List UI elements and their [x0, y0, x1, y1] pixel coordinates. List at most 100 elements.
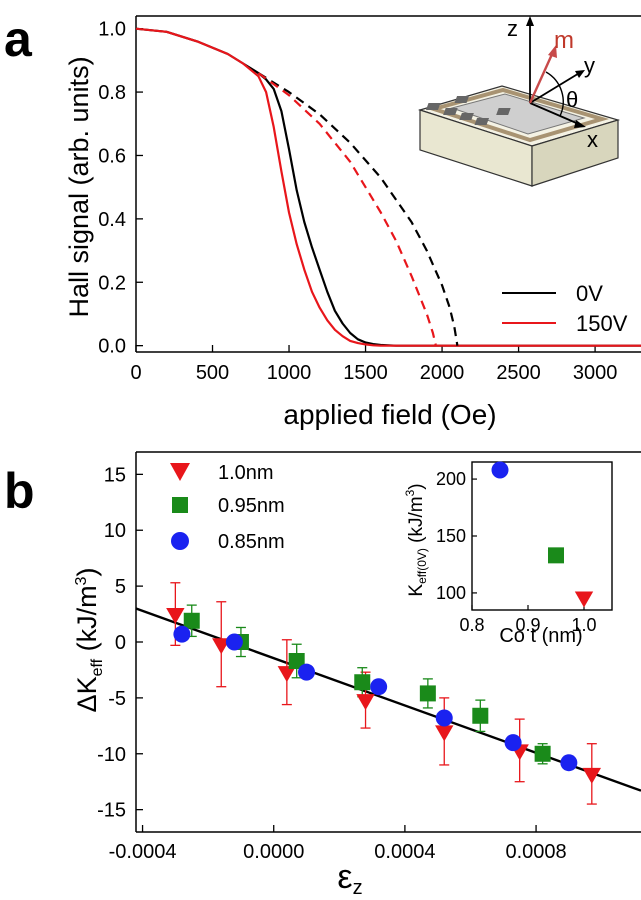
ylabel-delta-k: ΔK	[72, 676, 102, 712]
device-inset: z y x m θ	[417, 16, 621, 187]
panel-a-ytick-label-0-4: 0.4	[98, 209, 126, 231]
legend-label-0-95nm: 0.95nm	[218, 495, 285, 517]
m-arrowhead	[548, 45, 557, 58]
data-point-0-85nm	[298, 663, 316, 681]
panel-b-xtick-label-0-0008: 0.0008	[505, 841, 566, 863]
legend-marker-1-0nm	[170, 463, 190, 481]
panel-a-ytick-label-0-0: 0.0	[98, 336, 126, 358]
ylabel-eff: eff	[89, 658, 106, 676]
panel-b-xlabel: εz	[337, 858, 362, 899]
svg-text:εz: εz	[337, 858, 362, 899]
inset-xtick-label-0-9: 0.9	[515, 615, 540, 635]
inset-plot-area	[491, 461, 594, 608]
panel-b-xtick-label-0-0004: -0.0004	[109, 841, 177, 863]
data-point-0-85nm	[173, 625, 191, 643]
panel-b-label: b	[4, 463, 35, 519]
x-axis-arrow	[529, 102, 582, 126]
data-point-0-95nm	[354, 674, 371, 691]
panel-b-ytick-label-10: -10	[97, 744, 126, 766]
panel-b-ytick-label-10: 10	[104, 520, 126, 542]
legend-label-0v: 0V	[576, 281, 603, 306]
panel-a-ytick-label-0-6: 0.6	[98, 145, 126, 167]
data-point-0-95nm	[534, 745, 551, 762]
panel-b-xtick-label-0-0004: 0.0004	[374, 841, 435, 863]
hall-pad	[474, 118, 490, 125]
panel-a-series-dashed-2	[257, 72, 459, 346]
hall-pad	[459, 113, 474, 120]
m-vector-label: m	[554, 27, 574, 54]
inset-ylabel-cube: 3	[403, 489, 417, 496]
svg-text:ΔKeff (kJ/m3): ΔKeff (kJ/m3)	[72, 568, 106, 713]
data-point-0-85nm	[560, 754, 578, 772]
panel-b-ytick-label-15: 15	[104, 464, 126, 486]
theta-arc	[545, 71, 564, 117]
hall-pad	[454, 96, 470, 103]
data-point-0-85nm	[504, 734, 522, 752]
inset-frame	[471, 461, 613, 611]
ylabel-close: )	[72, 568, 102, 577]
panel-b-ytick-label-5: -5	[108, 688, 126, 710]
panel-a-xtick-label-1000: 1000	[267, 362, 312, 384]
legend-label-0-85nm: 0.85nm	[218, 531, 285, 553]
panel-b-ytick-label-5: 5	[115, 576, 126, 598]
panel-a-ytick-label-1-0: 1.0	[98, 19, 126, 41]
inset-point-0-85	[491, 461, 509, 479]
xlabel-epsilon: ε	[337, 858, 352, 896]
panel-a-plot-area	[135, 27, 641, 347]
panel-a-xtick-label-1500: 1500	[343, 362, 388, 384]
z-axis-label: z	[507, 16, 518, 41]
panel-b-plot-area	[135, 582, 641, 805]
x-arrowhead	[574, 120, 586, 128]
x-axis-label: x	[587, 127, 598, 152]
hall-pad	[425, 103, 441, 110]
data-point-1-0nm	[277, 666, 297, 683]
y-axis-arrow	[529, 71, 582, 104]
inset-ylabel-unit: (kJ/m	[406, 496, 427, 548]
inset-xtick-label-1-0: 1.0	[571, 615, 596, 635]
panel-a-xtick-label-0: 0	[130, 362, 141, 384]
panel-a-series-0v	[135, 27, 641, 347]
inset-ytick-label-100: 100	[436, 583, 466, 603]
inset-ticks: 0.8 0.9 1.0 200 150 100	[436, 461, 613, 635]
inset-point-1	[574, 591, 594, 608]
hall-bar-area	[450, 93, 586, 135]
panel-a-xtick-label-2500: 2500	[496, 362, 541, 384]
z-arrowhead	[526, 16, 534, 26]
panel-a-xtick-label-3000: 3000	[573, 362, 618, 384]
legend-marker-0-95nm	[172, 497, 188, 513]
panel-b-ylabel: ΔKeff (kJ/m3)	[72, 568, 106, 713]
inset-xtick-label-0-8: 0.8	[459, 615, 484, 635]
svg-text:Keff(0V) (kJ/m3): Keff(0V) (kJ/m3)	[403, 483, 429, 596]
inset-ylabel-close: )	[406, 483, 427, 489]
data-point-1-0nm	[435, 725, 454, 742]
panel-a-ytick-label-0-8: 0.8	[98, 82, 126, 104]
inset-point-0-95	[548, 547, 564, 564]
inset-chart: Keff(0V) (kJ/m3) Co t (nm) 0.8 0.9 1.0 200 1…	[403, 461, 613, 647]
data-point-1-0nm	[582, 767, 602, 784]
electrode-frame	[427, 87, 610, 143]
legend-marker-0-85nm	[171, 532, 189, 550]
panel-a: a Hall signal (arb. units) applied field…	[4, 11, 641, 430]
panel-a-label: a	[4, 11, 33, 67]
data-point-0-85nm	[370, 678, 388, 696]
inset-ylabel-k: K	[406, 584, 427, 597]
hall-pad	[496, 108, 511, 115]
panel-a-ylabel: Hall signal (arb. units)	[64, 56, 94, 317]
inset-ylabel: Keff(0V) (kJ/m3)	[403, 483, 429, 596]
data-point-0-95nm	[472, 707, 489, 724]
legend-label-150v: 150V	[576, 311, 628, 336]
m-vector-arrow	[528, 51, 555, 104]
xlabel-z: z	[353, 877, 363, 899]
panel-b-ytick-label-0: 0	[115, 632, 126, 654]
inset-xlabel: Co t (nm)	[499, 625, 582, 647]
panel-a-ticks: 0 500 1000 1500 2000 2500 3000 0.0 0.2 0.4 0.6 0.8 1…	[98, 15, 641, 384]
panel-a-xtick-label-500: 500	[196, 362, 229, 384]
panel-a-series-150v	[135, 27, 641, 347]
panel-b-legend: 1.0nm 0.95nm 0.85nm	[170, 462, 285, 553]
inset-ylabel-sub: eff(0V)	[415, 548, 429, 584]
substrate-side	[531, 119, 619, 187]
panel-a-series-dashed-3	[257, 72, 437, 346]
data-point-0-85nm	[225, 633, 243, 651]
data-point-0-95nm	[419, 685, 436, 702]
